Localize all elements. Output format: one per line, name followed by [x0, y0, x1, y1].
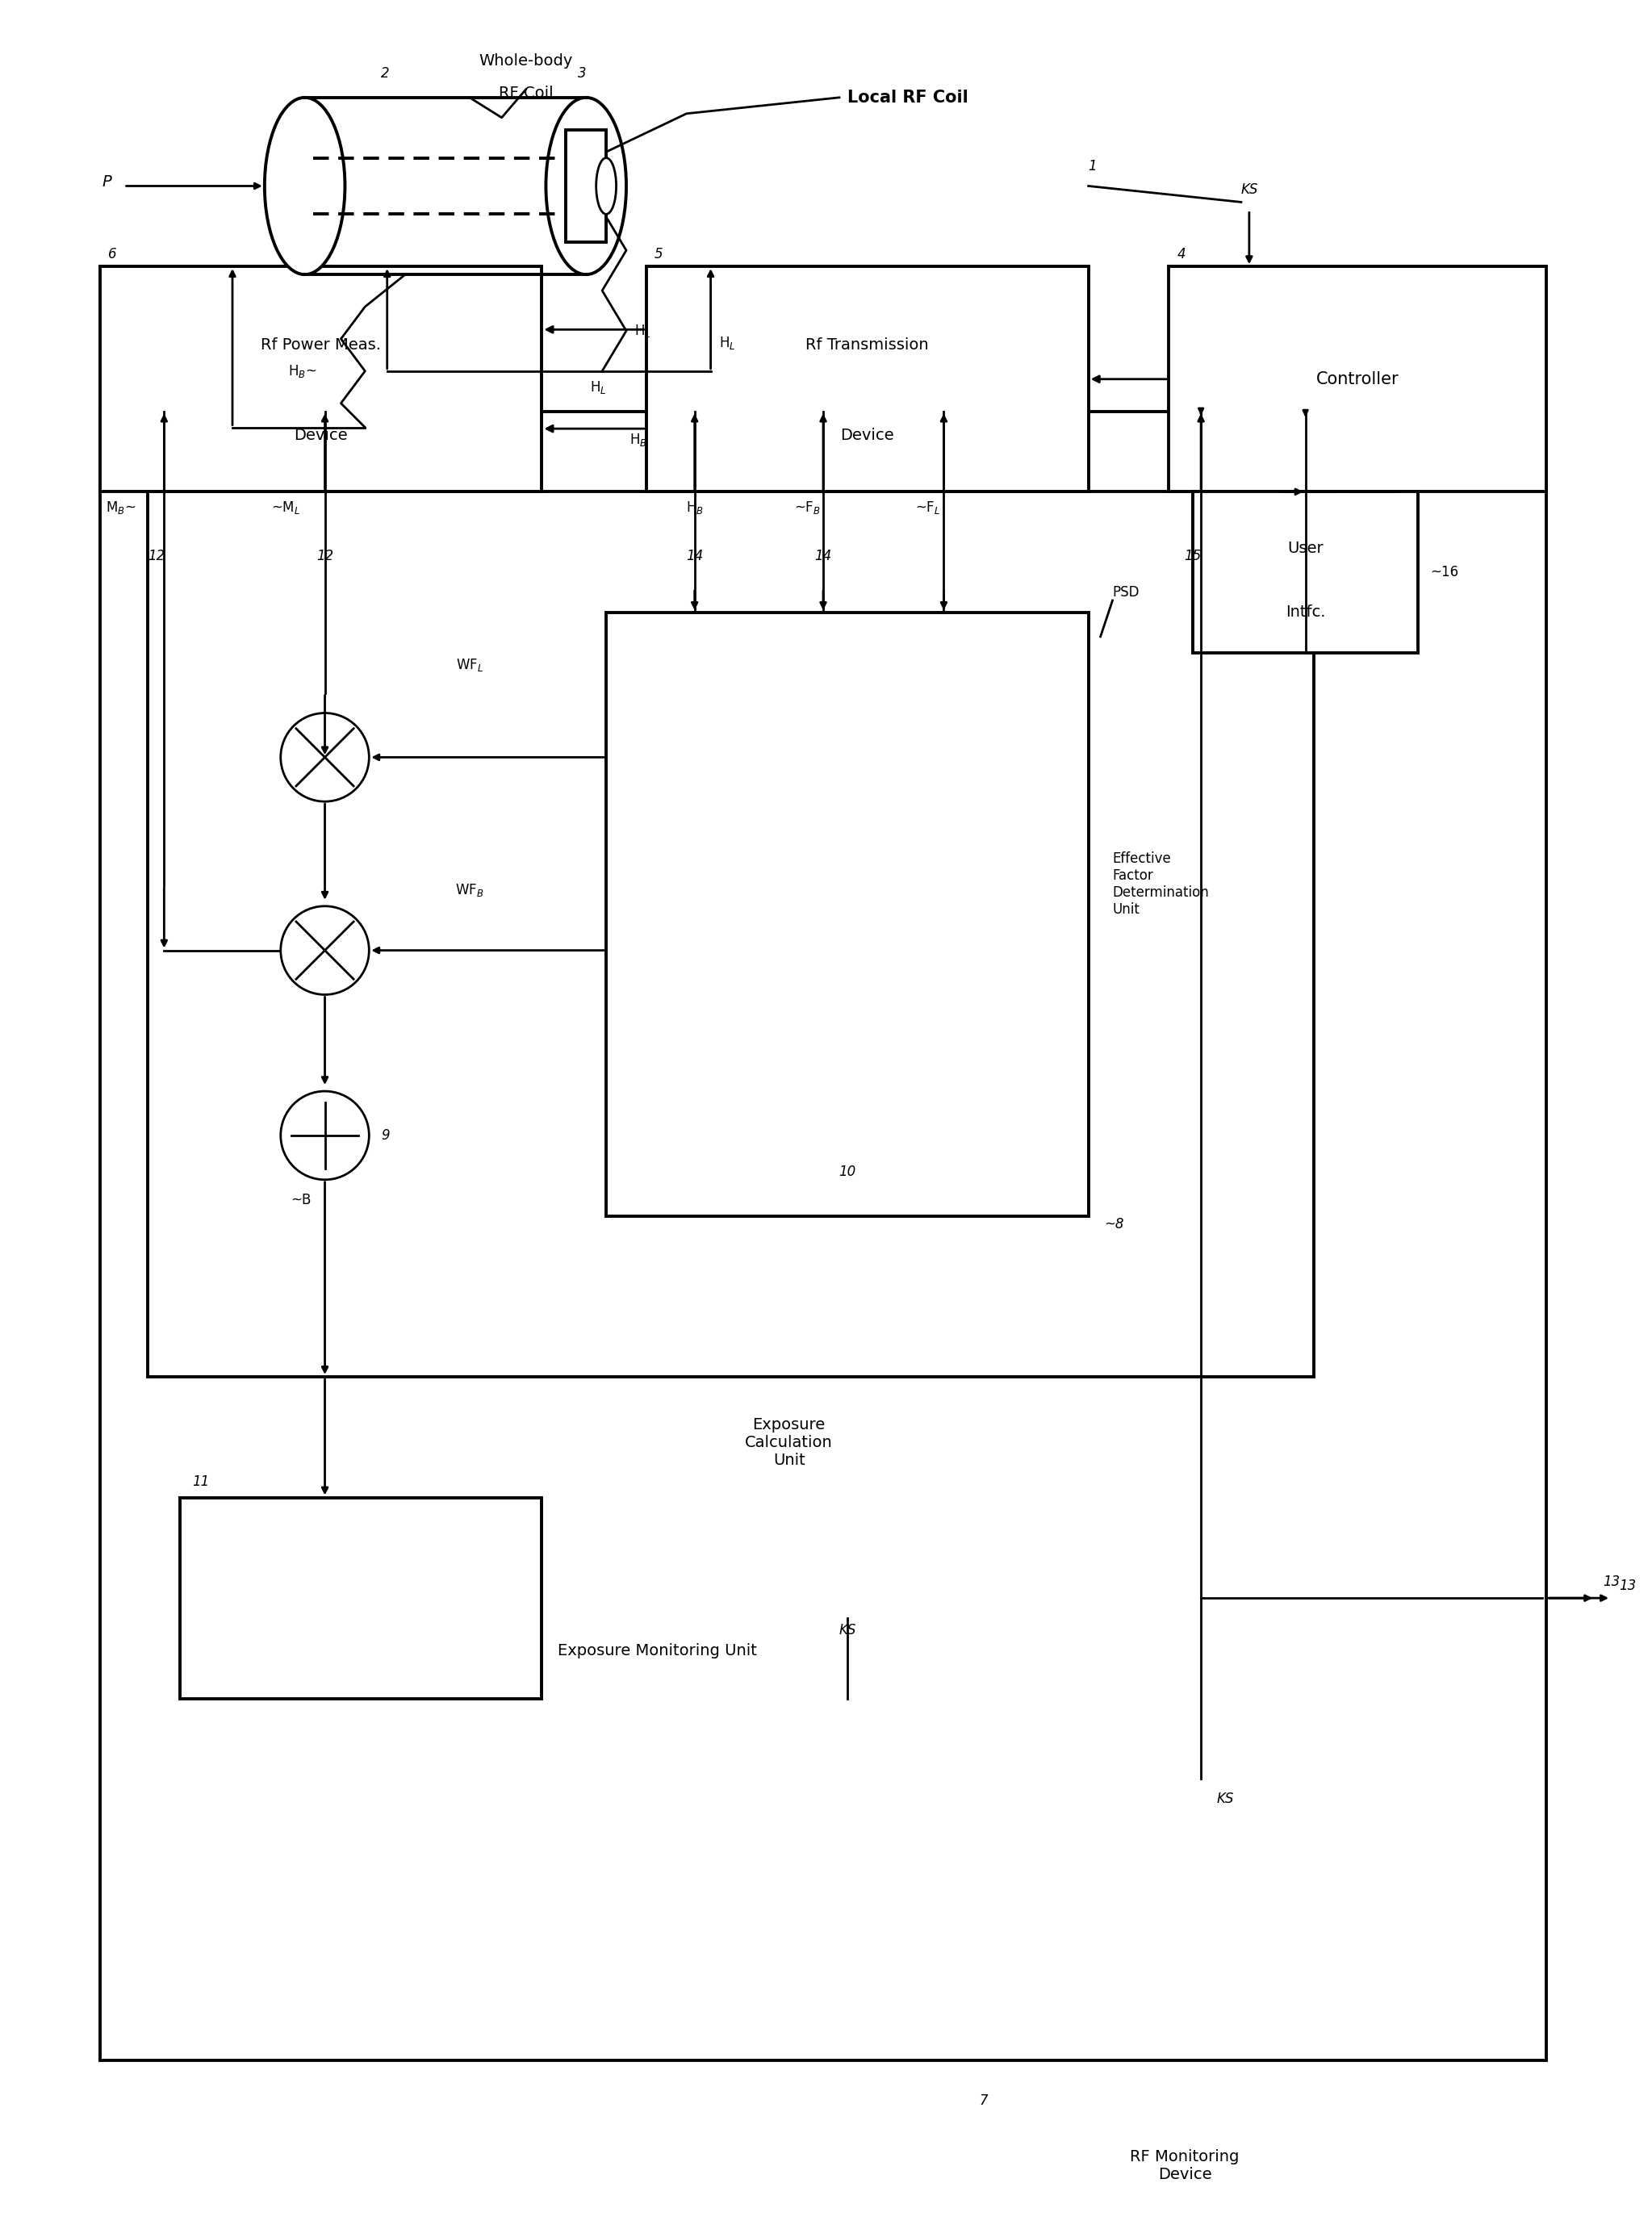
Text: WF$_B$: WF$_B$ — [456, 881, 484, 899]
Text: H$_L$: H$_L$ — [634, 323, 651, 338]
Bar — [99, 412, 1546, 2060]
Text: ~M$_L$: ~M$_L$ — [271, 501, 301, 516]
Text: Exposure Monitoring Unit: Exposure Monitoring Unit — [558, 1642, 757, 1658]
Text: 9: 9 — [382, 1128, 390, 1144]
Text: 14: 14 — [686, 550, 704, 563]
Text: RF Coil: RF Coil — [499, 85, 553, 100]
Text: ~8: ~8 — [1105, 1217, 1125, 1230]
Text: H$_B$~: H$_B$~ — [289, 363, 317, 378]
Text: 7: 7 — [980, 2094, 988, 2109]
Text: 1: 1 — [1089, 158, 1097, 174]
Bar — [1170, 267, 1546, 492]
Text: Controller: Controller — [1317, 372, 1399, 387]
Text: H$_L$: H$_L$ — [590, 378, 606, 396]
Text: P: P — [102, 174, 112, 189]
Bar — [99, 267, 542, 492]
Text: H$_B$: H$_B$ — [629, 432, 648, 447]
Bar — [149, 492, 1313, 1377]
Text: 4: 4 — [1176, 247, 1186, 263]
Circle shape — [281, 712, 368, 801]
Ellipse shape — [264, 98, 345, 274]
Bar — [606, 612, 1089, 1215]
Text: ~B: ~B — [291, 1193, 311, 1206]
Text: Intfc.: Intfc. — [1285, 605, 1325, 621]
Text: Rf Transmission: Rf Transmission — [806, 338, 928, 354]
Text: KS: KS — [1218, 1791, 1234, 1807]
Text: 13: 13 — [1619, 1580, 1635, 1593]
Text: PSD: PSD — [1112, 585, 1140, 599]
Bar — [1193, 492, 1417, 652]
Text: 6: 6 — [107, 247, 116, 263]
Text: ~F$_L$: ~F$_L$ — [915, 501, 940, 516]
Text: Exposure
Calculation
Unit: Exposure Calculation Unit — [745, 1417, 833, 1469]
Text: 3: 3 — [578, 67, 586, 80]
Text: 5: 5 — [654, 247, 662, 263]
Bar — [567, 129, 606, 243]
Circle shape — [281, 1090, 368, 1179]
Text: 12: 12 — [316, 550, 334, 563]
Text: H$_B$: H$_B$ — [686, 501, 704, 516]
Text: 10: 10 — [839, 1164, 856, 1179]
Text: M$_B$~: M$_B$~ — [106, 501, 135, 516]
Text: Device: Device — [294, 427, 347, 443]
Text: WF$_L$: WF$_L$ — [456, 656, 484, 672]
Bar — [180, 1497, 542, 1698]
Ellipse shape — [545, 98, 626, 274]
Text: Whole-body: Whole-body — [479, 53, 573, 69]
Text: 11: 11 — [192, 1475, 210, 1489]
Text: H$_L$: H$_L$ — [719, 334, 735, 352]
Bar — [646, 267, 1089, 492]
Text: 15: 15 — [1184, 550, 1201, 563]
Text: ~F$_B$: ~F$_B$ — [795, 501, 821, 516]
Text: RF Monitoring
Device: RF Monitoring Device — [1130, 2149, 1239, 2183]
Circle shape — [281, 906, 368, 995]
Text: 13: 13 — [1602, 1575, 1621, 1589]
Text: ~16: ~16 — [1431, 565, 1459, 579]
Text: 14: 14 — [814, 550, 831, 563]
Text: 12: 12 — [147, 550, 165, 563]
Text: Device: Device — [841, 427, 894, 443]
Text: Effective
Factor
Determination
Unit: Effective Factor Determination Unit — [1112, 852, 1209, 917]
Text: KS: KS — [1241, 182, 1257, 198]
Text: User: User — [1287, 541, 1323, 556]
Text: Local RF Coil: Local RF Coil — [847, 89, 968, 105]
Text: 2: 2 — [382, 67, 390, 80]
Text: Rf Power Meas.: Rf Power Meas. — [261, 338, 382, 354]
Text: KS: KS — [839, 1622, 856, 1638]
Ellipse shape — [596, 158, 616, 214]
